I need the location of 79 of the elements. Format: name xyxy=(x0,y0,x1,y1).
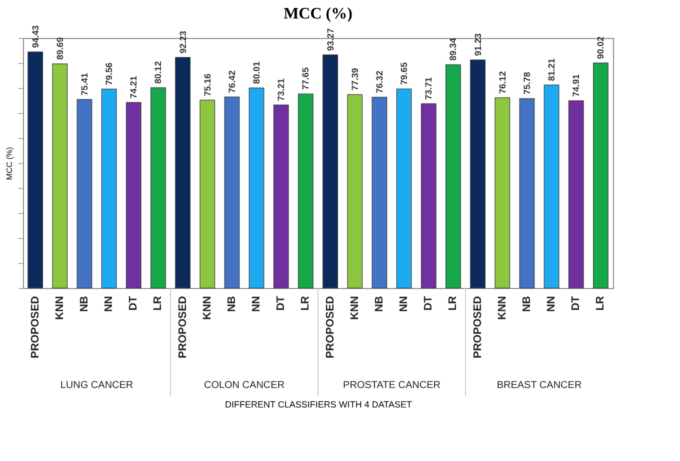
bar xyxy=(101,88,117,288)
x-tick-label: PROPOSED xyxy=(29,296,42,358)
data-label: 92.23 xyxy=(178,30,188,54)
x-tick-label: NB xyxy=(226,296,238,312)
x-tick-label: DT xyxy=(275,296,288,311)
bar xyxy=(175,57,190,288)
x-tick-label: LR xyxy=(300,296,312,311)
x-tick-label: PROPOSED xyxy=(324,296,336,358)
data-label: 91.23 xyxy=(472,33,483,56)
bar xyxy=(273,104,289,288)
data-label: 93.27 xyxy=(325,28,336,51)
bar xyxy=(322,54,338,288)
bar xyxy=(593,62,608,288)
x-tick-label: DT xyxy=(422,296,435,311)
text: COLON CANCER xyxy=(204,380,285,391)
bar xyxy=(396,88,412,288)
data-label: 76.42 xyxy=(226,70,237,93)
bar xyxy=(126,102,142,288)
data-label: 90.02 xyxy=(596,36,606,59)
data-label: 73.21 xyxy=(276,78,286,101)
bar xyxy=(420,103,436,288)
bar xyxy=(200,100,216,288)
x-tick-label: PROPOSED xyxy=(472,296,484,358)
data-label: 76.12 xyxy=(497,71,508,94)
data-label: 94.43 xyxy=(30,25,40,48)
text: LUNG CANCER xyxy=(60,380,134,391)
bar xyxy=(544,84,560,288)
data-label: 79.65 xyxy=(399,62,410,85)
x-tick-label: LR xyxy=(447,296,460,311)
x-tick-label: NB xyxy=(520,296,533,312)
bar xyxy=(224,96,240,288)
bar xyxy=(52,63,68,288)
x-tick-label: NN xyxy=(103,296,116,312)
bar xyxy=(446,64,461,288)
x-tick-label: KNN xyxy=(54,296,66,320)
bar xyxy=(298,94,314,288)
data-label: 81.21 xyxy=(546,58,557,81)
y-axis-title: MCC (%) xyxy=(5,146,14,180)
bar xyxy=(519,98,535,288)
text: BREAST CANCER xyxy=(496,380,582,391)
bar xyxy=(470,60,486,288)
bar xyxy=(248,88,264,288)
x-tick-label: LR xyxy=(594,296,607,311)
chart-title: MCC (%) xyxy=(284,5,352,22)
data-label: 79.56 xyxy=(104,62,114,86)
x-tick-label: DT xyxy=(570,296,582,311)
x-axis-title: DIFFERENT CLASSIFIERS WITH 4 DATASET xyxy=(224,400,413,410)
bar xyxy=(28,52,43,288)
x-tick-label: NN xyxy=(250,296,263,312)
data-label: 76.32 xyxy=(374,70,384,94)
bar xyxy=(76,99,92,288)
data-label: 77.39 xyxy=(350,68,360,91)
x-tick-label: KNN xyxy=(348,296,361,320)
text: PROSTATE CANCER xyxy=(343,380,440,391)
x-tick-label: NB xyxy=(373,296,386,312)
data-label: 73.71 xyxy=(424,77,434,100)
data-label: 75.78 xyxy=(522,72,532,95)
data-label: 80.12 xyxy=(153,61,164,84)
bar xyxy=(347,94,363,288)
bar xyxy=(372,96,388,288)
x-tick-label: KNN xyxy=(496,296,508,320)
data-label: 75.16 xyxy=(202,74,212,96)
bar xyxy=(494,97,510,288)
bar xyxy=(150,87,166,288)
x-tick-label: KNN xyxy=(201,296,214,320)
data-label: 80.01 xyxy=(252,61,262,84)
x-tick-label: NN xyxy=(398,296,410,312)
x-tick-label: NB xyxy=(78,296,90,312)
x-tick-label: LR xyxy=(152,296,164,311)
bar xyxy=(568,100,584,288)
data-label: 75.41 xyxy=(79,72,90,96)
data-label: 74.91 xyxy=(571,74,582,97)
data-label: 89.69 xyxy=(54,37,65,60)
data-label: 77.65 xyxy=(300,67,311,90)
x-tick-label: PROPOSED xyxy=(176,296,189,358)
data-label: 74.21 xyxy=(128,76,139,98)
x-tick-label: NN xyxy=(546,296,558,312)
x-tick-label: DT xyxy=(128,296,140,311)
data-label: 89.34 xyxy=(448,38,458,61)
